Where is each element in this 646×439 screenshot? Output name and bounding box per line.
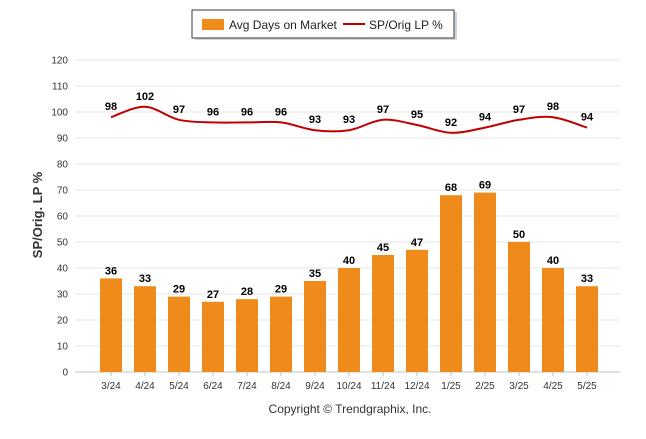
x-tick-label: 11/24 <box>371 381 396 392</box>
y-tick-label: 90 <box>57 134 69 145</box>
bar <box>304 281 326 372</box>
x-tick-label: 7/24 <box>237 381 257 392</box>
x-tick-label: 3/25 <box>509 381 529 392</box>
bar-value-label: 40 <box>547 255 559 267</box>
x-tick-label: 4/25 <box>543 381 563 392</box>
line-value-label: 98 <box>105 101 117 113</box>
bar-value-label: 29 <box>173 284 185 296</box>
bar <box>440 195 462 372</box>
y-tick-label: 100 <box>51 108 68 119</box>
x-axis-ticks: 3/24 4/24 5/24 6/24 7/24 8/24 9/24 10/24 11/24 12… <box>101 372 597 392</box>
line-value-label: 95 <box>411 109 423 121</box>
x-tick-label: 2/25 <box>475 381 495 392</box>
line-value-label: 92 <box>445 117 457 129</box>
bar <box>576 286 598 372</box>
y-tick-label: 10 <box>57 342 69 353</box>
copyright-text: Copyright © Trendgraphix, Inc. <box>269 402 432 416</box>
bar <box>474 192 496 372</box>
line-value-label: 96 <box>275 106 287 118</box>
line-value-label: 97 <box>377 104 389 116</box>
bar-value-label: 29 <box>275 284 287 296</box>
series-line <box>110 105 588 134</box>
bar <box>338 268 360 372</box>
y-tick-label: 60 <box>57 212 69 223</box>
legend-box <box>191 9 455 39</box>
bar-value-label: 36 <box>105 265 117 277</box>
y-tick-label: 120 <box>51 56 68 67</box>
bar-value-label: 33 <box>581 273 593 285</box>
bar <box>168 296 190 372</box>
legend-label-line: SP/Orig LP % <box>369 18 443 32</box>
legend: Avg Days on Market SP/Orig LP % <box>191 9 457 40</box>
y-tick-label: 40 <box>57 264 69 275</box>
bar-value-label: 68 <box>445 182 457 194</box>
line-series: 98 102 97 96 96 96 93 93 97 95 92 94 97 98 94 <box>105 91 594 134</box>
line-value-label: 97 <box>513 104 525 116</box>
x-tick-label: 5/24 <box>169 381 189 392</box>
legend-swatch-bar <box>202 19 224 30</box>
x-tick-label: 8/24 <box>271 381 291 392</box>
x-tick-label: 6/24 <box>203 381 223 392</box>
y-tick-label: 20 <box>57 316 69 327</box>
x-tick-label: 10/24 <box>336 381 361 392</box>
bar-value-label: 45 <box>377 242 389 254</box>
x-tick-label: 9/24 <box>305 381 325 392</box>
x-tick-label: 1/25 <box>441 381 461 392</box>
legend-label-bar: Avg Days on Market <box>229 18 337 32</box>
bar <box>508 242 530 372</box>
y-tick-label: 70 <box>57 186 69 197</box>
bar <box>542 268 564 372</box>
line-value-label: 97 <box>173 104 185 116</box>
y-tick-label: 30 <box>57 290 69 301</box>
bar-value-label: 28 <box>241 286 253 298</box>
x-tick-label: 4/24 <box>135 381 155 392</box>
y-tick-label: 0 <box>62 368 68 379</box>
y-axis-label: SP/Orig. LP % <box>30 171 45 258</box>
bar <box>236 299 258 372</box>
x-tick-label: 3/24 <box>101 381 121 392</box>
bar <box>406 249 428 372</box>
x-tick-label: 5/25 <box>577 381 597 392</box>
bar <box>202 301 224 372</box>
bar-value-label: 69 <box>479 180 491 192</box>
line-value-label: 93 <box>343 114 355 126</box>
bar-value-label: 47 <box>411 237 423 249</box>
y-tick-label: 110 <box>52 82 68 93</box>
bar-value-label: 40 <box>343 255 355 267</box>
bar <box>270 296 292 372</box>
line-value-label: 98 <box>547 101 559 113</box>
y-tick-label: 50 <box>57 238 69 249</box>
bar <box>134 286 156 372</box>
line-value-label: 96 <box>241 106 253 118</box>
y-axis-ticks: 0 10 20 30 40 50 60 70 80 90 100 110 120 <box>51 56 68 379</box>
line-value-label: 93 <box>309 114 321 126</box>
y-tick-label: 80 <box>57 160 69 171</box>
bar-series: 36 33 29 27 28 29 35 40 45 47 68 69 50 40 33 <box>100 180 598 372</box>
x-tick-label: 12/24 <box>404 381 429 392</box>
bar <box>372 255 394 372</box>
line-value-label: 96 <box>207 106 219 118</box>
bar <box>100 278 122 372</box>
bar-value-label: 27 <box>207 289 219 301</box>
bar-value-label: 35 <box>309 268 321 280</box>
bar-value-label: 50 <box>513 229 525 241</box>
line-value-label: 94 <box>479 112 492 124</box>
line-value-label: 102 <box>136 91 154 103</box>
bar-value-label: 33 <box>139 273 151 285</box>
line-value-label: 94 <box>581 112 594 124</box>
